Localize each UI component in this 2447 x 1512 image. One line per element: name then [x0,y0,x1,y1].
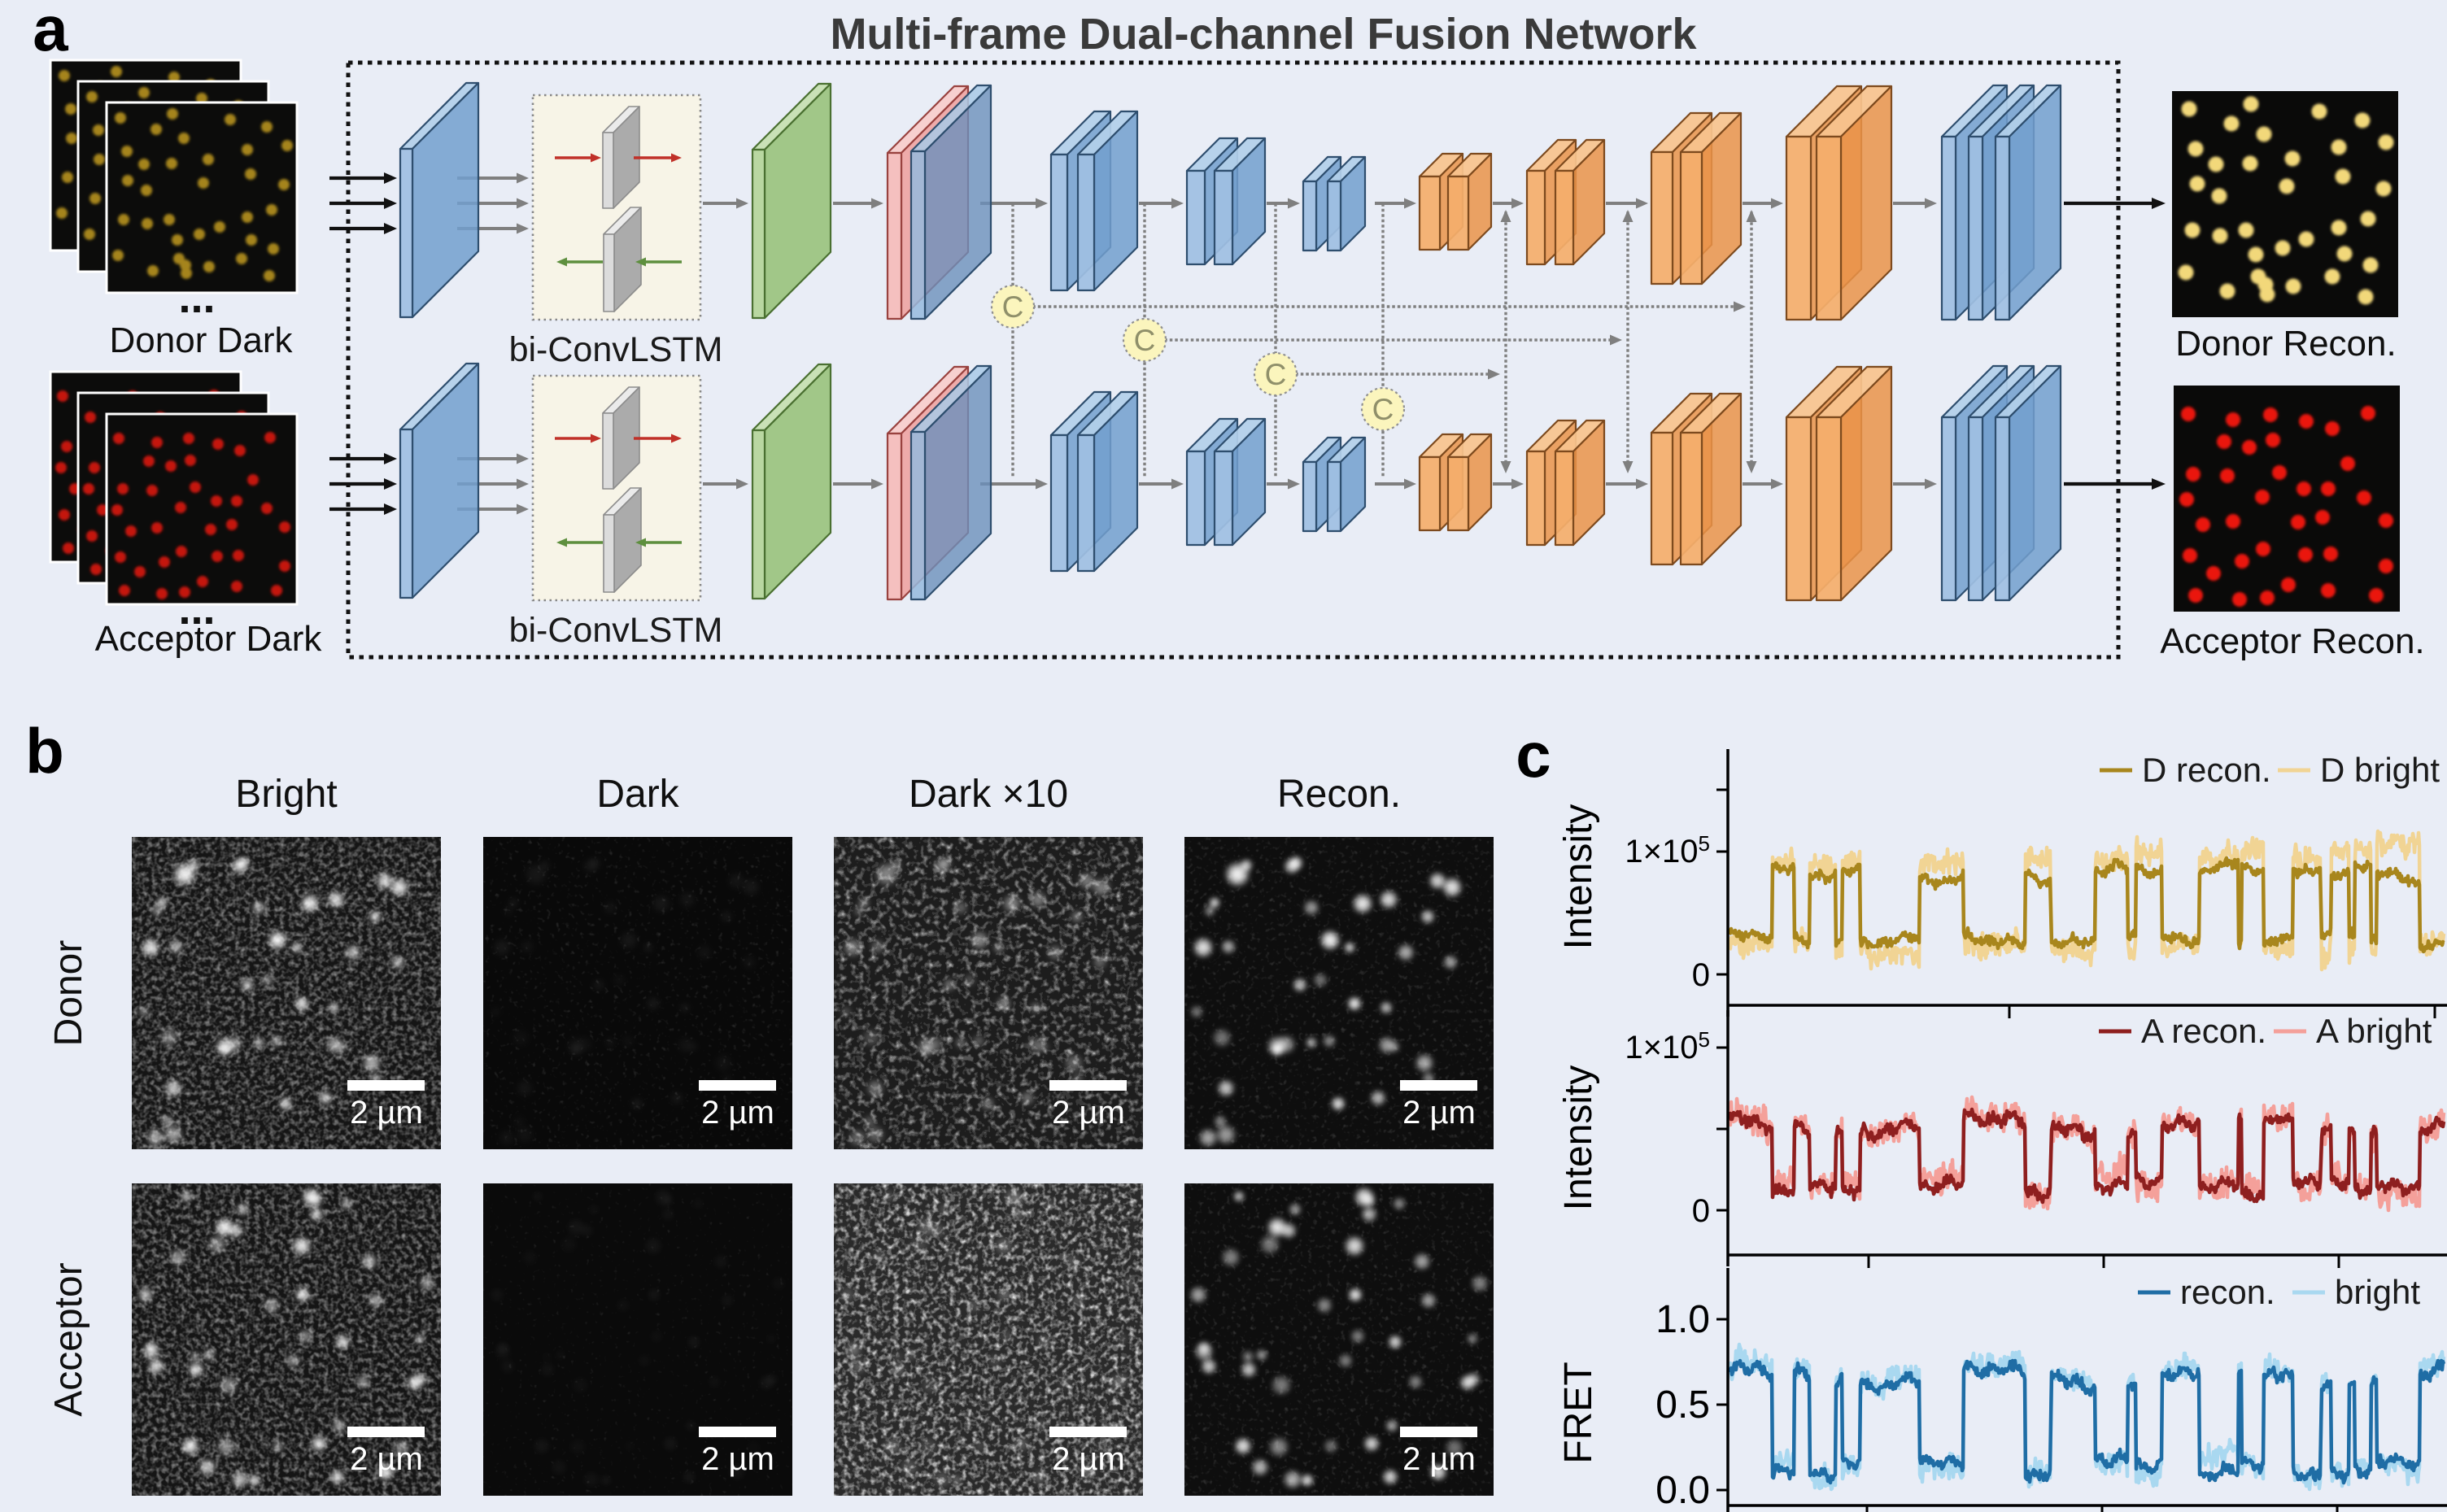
svg-text:bright: bright [2335,1273,2420,1311]
svg-text:2 µm: 2 µm [350,1095,423,1131]
svg-text:Donor Dark: Donor Dark [110,320,294,360]
svg-text:Multi-frame Dual-channel Fusio: Multi-frame Dual-channel Fusion Network [830,10,1697,59]
svg-text:D bright: D bright [2320,751,2440,789]
svg-text:Acceptor Recon.: Acceptor Recon. [2160,621,2424,661]
svg-text:Dark: Dark [596,773,679,816]
svg-text:1×105: 1×105 [1625,831,1710,869]
svg-text:C: C [1372,393,1394,426]
svg-text:C: C [1265,358,1287,391]
svg-text:c: c [1516,719,1551,791]
svg-text:Intensity: Intensity [1557,804,1600,950]
svg-text:0.0: 0.0 [1655,1469,1710,1512]
svg-text:2 µm: 2 µm [1402,1441,1476,1477]
svg-text:recon.: recon. [2180,1273,2275,1311]
svg-text:Acceptor: Acceptor [47,1262,90,1416]
svg-text:...: ... [178,273,215,322]
svg-text:FRET: FRET [1557,1362,1600,1463]
svg-text:0.5: 0.5 [1655,1383,1710,1427]
svg-text:A bright: A bright [2316,1012,2432,1050]
svg-text:C: C [1134,324,1156,357]
svg-text:0: 0 [1692,1193,1710,1229]
svg-text:bi-ConvLSTM: bi-ConvLSTM [509,330,723,369]
svg-text:a: a [33,0,68,64]
svg-text:...: ... [178,585,215,634]
svg-text:A recon.: A recon. [2141,1012,2266,1050]
svg-text:2 µm: 2 µm [1052,1095,1125,1131]
svg-text:0: 0 [1692,957,1710,993]
svg-text:Dark ×10: Dark ×10 [909,773,1068,816]
svg-text:D recon.: D recon. [2142,751,2271,789]
svg-text:Bright: Bright [235,773,337,816]
svg-text:2 µm: 2 µm [1402,1095,1476,1131]
svg-text:Donor Recon.: Donor Recon. [2175,324,2396,364]
svg-text:Donor: Donor [47,940,90,1047]
svg-text:Acceptor Dark: Acceptor Dark [95,619,323,659]
svg-text:2 µm: 2 µm [701,1095,774,1131]
svg-text:2 µm: 2 µm [350,1441,423,1477]
svg-text:2 µm: 2 µm [701,1441,774,1477]
svg-text:2 µm: 2 µm [1052,1441,1125,1477]
svg-text:bi-ConvLSTM: bi-ConvLSTM [509,611,723,650]
svg-text:1.0: 1.0 [1655,1298,1710,1341]
svg-text:Intensity: Intensity [1557,1065,1600,1211]
svg-text:C: C [1002,290,1024,324]
svg-text:Recon.: Recon. [1277,773,1401,816]
svg-text:1×105: 1×105 [1625,1027,1710,1065]
svg-text:b: b [25,715,64,787]
